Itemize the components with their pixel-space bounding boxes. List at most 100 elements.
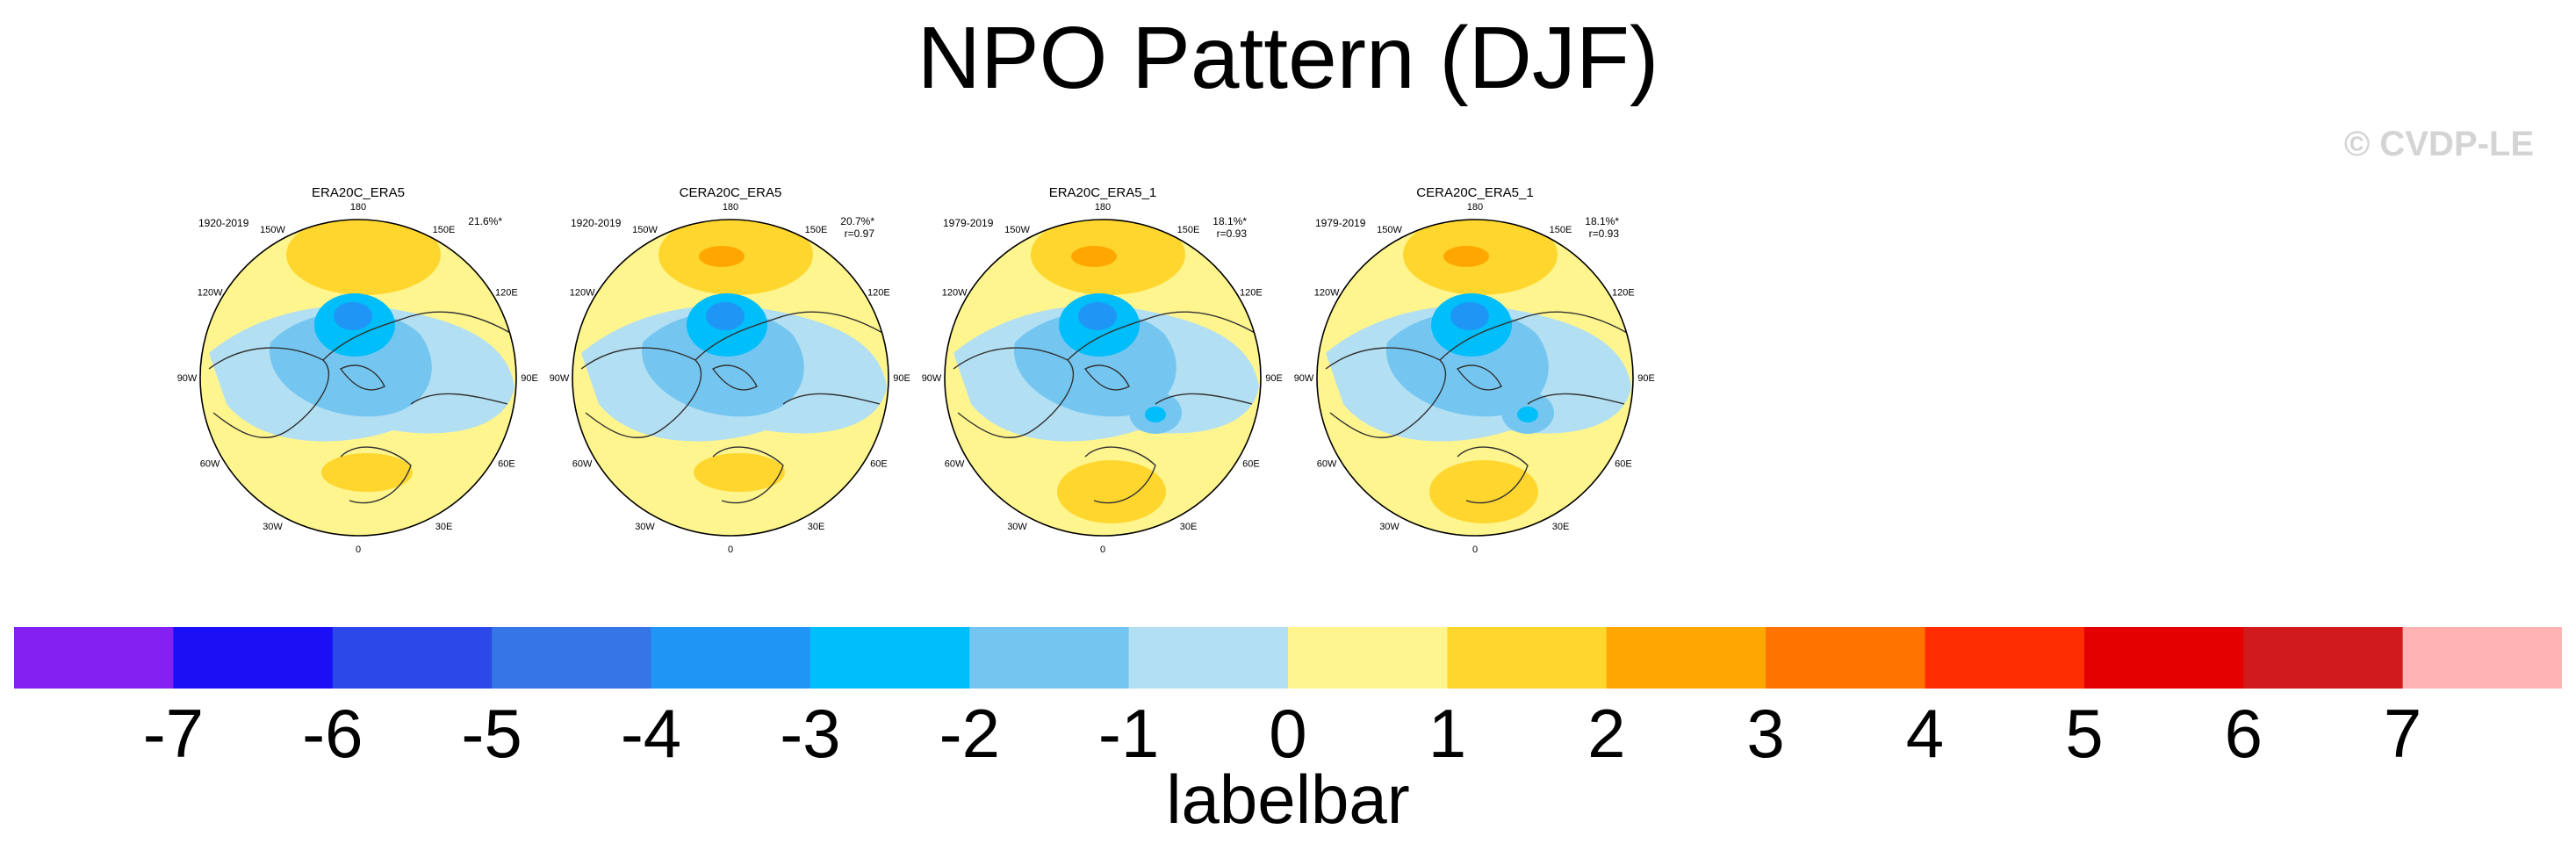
longitude-label: 120E bbox=[495, 288, 518, 299]
longitude-label: 120E bbox=[1612, 288, 1635, 299]
negative-anomaly bbox=[581, 293, 887, 442]
longitude-label: 150W bbox=[1004, 225, 1030, 235]
colorbar-tick-label: -4 bbox=[620, 695, 682, 772]
longitude-label: 60E bbox=[1615, 459, 1632, 470]
positive-anomaly-core bbox=[1071, 246, 1117, 267]
coastlines bbox=[208, 311, 513, 504]
colorbar-swatch bbox=[2083, 627, 2244, 689]
longitude-label: 180 bbox=[1467, 202, 1483, 213]
longitude-label: 0 bbox=[728, 544, 733, 555]
colorbar-swatch bbox=[2402, 627, 2562, 689]
positive-anomaly-south bbox=[1429, 460, 1538, 523]
longitude-label: 150E bbox=[805, 225, 828, 235]
longitude-label: 120W bbox=[570, 288, 595, 299]
colorbar-tick-label: 4 bbox=[1905, 695, 1945, 772]
longitude-label: 150E bbox=[1550, 225, 1572, 235]
colorbar-tick-label: 2 bbox=[1587, 695, 1626, 772]
longitude-label: 90W bbox=[550, 373, 570, 384]
panel-correlation: r=0.93 bbox=[1589, 227, 1620, 240]
longitude-label: 90W bbox=[922, 373, 942, 384]
longitude-label: 30W bbox=[1007, 522, 1027, 532]
coastlines bbox=[580, 311, 885, 504]
longitude-label: 150W bbox=[632, 225, 658, 235]
longitude-label: 30E bbox=[808, 522, 825, 532]
panel-variance: 18.1%* bbox=[1212, 215, 1247, 227]
longitude-label: 60E bbox=[1242, 459, 1260, 470]
panel-period: 1979-2019 bbox=[943, 217, 994, 229]
colorbar-swatch bbox=[332, 627, 493, 689]
longitude-label: 30E bbox=[1180, 522, 1198, 532]
longitude-label: 0 bbox=[1472, 544, 1478, 555]
longitude-label: 30W bbox=[1379, 522, 1400, 532]
positive-anomaly-core bbox=[1443, 246, 1489, 267]
longitude-label: 90E bbox=[1637, 373, 1655, 384]
map-panel: ERA20C_ERA5 1920-2019 21.6%* 180 150E 120E 90E… bbox=[177, 185, 538, 555]
longitude-label: 60E bbox=[870, 459, 888, 470]
longitude-label: 90E bbox=[893, 373, 910, 384]
panel-variance: 18.1%* bbox=[1585, 215, 1619, 227]
longitude-label: 30E bbox=[1552, 522, 1570, 532]
positive-anomaly-south bbox=[321, 453, 413, 492]
positive-anomaly-south bbox=[1057, 460, 1166, 523]
panel-variance: 21.6%* bbox=[468, 215, 502, 227]
colorbar bbox=[14, 627, 2562, 689]
colorbar-tick-label: -6 bbox=[302, 695, 363, 772]
colorbar-swatch bbox=[2243, 627, 2404, 689]
colorbar-tick-label: -1 bbox=[1097, 695, 1160, 772]
coastlines bbox=[1325, 311, 1630, 504]
positive-anomaly-north bbox=[286, 220, 441, 295]
colorbar-swatch bbox=[1128, 627, 1289, 689]
longitude-label: 120W bbox=[198, 288, 223, 299]
colorbar-swatch bbox=[14, 627, 174, 689]
colorbar-labels: -7 -6 -5 -4 -3 -2 -1 0 1 2 3 4 5 6 7 bbox=[0, 694, 2576, 773]
longitude-label: 120W bbox=[1314, 288, 1340, 299]
colorbar-tick-label: -5 bbox=[461, 695, 522, 772]
panel-title: CERA20C_ERA5 bbox=[680, 185, 782, 200]
longitude-label: 60W bbox=[572, 459, 593, 470]
watermark: © CVDP-LE bbox=[2343, 125, 2534, 163]
negative-anomaly bbox=[953, 293, 1259, 442]
panel-period: 1920-2019 bbox=[571, 217, 622, 229]
longitude-label: 60W bbox=[1317, 459, 1337, 470]
positive-anomaly-core bbox=[699, 246, 745, 267]
panel-period: 1979-2019 bbox=[1315, 217, 1366, 229]
colorbar-tick-label: 5 bbox=[2065, 695, 2104, 772]
longitude-label: 60W bbox=[200, 459, 220, 470]
longitude-label: 0 bbox=[1100, 544, 1105, 555]
colorbar-swatch bbox=[969, 627, 1130, 689]
colorbar-swatch bbox=[173, 627, 334, 689]
colorbar-tick-label: 1 bbox=[1428, 695, 1467, 772]
longitude-label: 180 bbox=[723, 202, 738, 213]
map-panels: ERA20C_ERA5 1920-2019 21.6%* 180 150E 120E 90E… bbox=[177, 185, 1655, 555]
longitude-label: 180 bbox=[350, 202, 366, 213]
negative-anomaly bbox=[1326, 293, 1631, 442]
longitude-label: 30E bbox=[435, 522, 453, 532]
panel-title: CERA20C_ERA5_1 bbox=[1416, 185, 1533, 200]
colorbar-swatch bbox=[1925, 627, 2085, 689]
longitude-label: 30W bbox=[263, 522, 283, 532]
panel-title: ERA20C_ERA5_1 bbox=[1049, 185, 1157, 200]
colorbar-tick-label: -3 bbox=[780, 695, 841, 772]
panel-period: 1920-2019 bbox=[198, 217, 249, 229]
longitude-label: 120E bbox=[867, 288, 890, 299]
colorbar-tick-label: 0 bbox=[1269, 695, 1307, 772]
colorbar-tick-label: -7 bbox=[142, 695, 205, 772]
longitude-label: 90E bbox=[521, 373, 538, 384]
panel-title: ERA20C_ERA5 bbox=[312, 185, 405, 200]
longitude-label: 90W bbox=[1294, 373, 1314, 384]
longitude-label: 120E bbox=[1240, 288, 1263, 299]
longitude-label: 90W bbox=[177, 373, 198, 384]
colorbar-swatch bbox=[651, 627, 811, 689]
positive-anomaly-south bbox=[694, 453, 785, 492]
colorbar-tick-label: 3 bbox=[1746, 695, 1785, 772]
colorbar-swatch bbox=[1766, 627, 1926, 689]
map-panel: CERA20C_ERA5 1920-2019 20.7%*r=0.97 180 150E… bbox=[550, 185, 910, 555]
negative-anomaly bbox=[209, 293, 514, 442]
longitude-label: 150E bbox=[1177, 225, 1200, 235]
colorbar-swatch bbox=[809, 627, 970, 689]
longitude-label: 150W bbox=[260, 225, 285, 235]
longitude-label: 120W bbox=[942, 288, 968, 299]
colorbar-swatch bbox=[492, 627, 652, 689]
map-panel: ERA20C_ERA5_1 1979-2019 18.1%*r=0.93 180 150… bbox=[922, 185, 1283, 555]
panel-correlation: r=0.97 bbox=[845, 227, 875, 240]
